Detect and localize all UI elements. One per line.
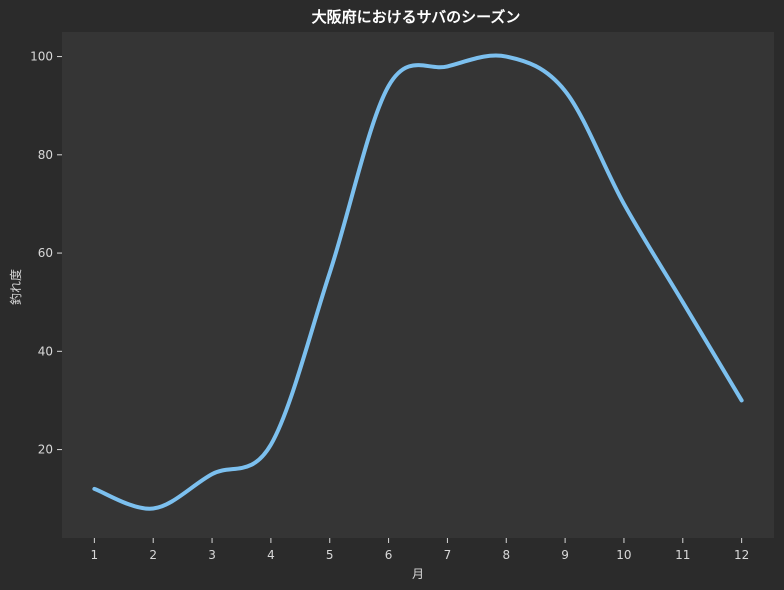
y-tick-label: 60 [38,246,53,260]
x-tick-label: 7 [444,548,452,562]
x-tick-label: 1 [91,548,99,562]
chart-title: 大阪府におけるサバのシーズン [312,8,521,26]
x-axis: 1 2 3 4 5 6 7 8 9 10 11 12 [91,538,749,562]
x-tick-label: 2 [149,548,157,562]
x-tick-label: 5 [326,548,334,562]
x-tick-label: 12 [734,548,749,562]
y-axis-label: 釣れ度 [8,269,23,305]
x-tick-label: 9 [561,548,569,562]
x-tick-label: 4 [267,548,275,562]
x-axis-label: 月 [412,567,424,581]
y-tick-label: 20 [38,443,53,457]
y-tick-label: 100 [30,50,53,64]
x-tick-label: 11 [675,548,690,562]
y-tick-label: 40 [38,344,53,358]
x-tick-label: 3 [208,548,216,562]
y-tick-label: 80 [38,148,53,162]
plot-area [62,32,774,538]
series-line [92,53,744,511]
y-axis: 20 40 60 80 100 [30,50,62,457]
x-tick-label: 6 [385,548,393,562]
x-tick-label: 8 [502,548,510,562]
x-tick-label: 10 [616,548,631,562]
